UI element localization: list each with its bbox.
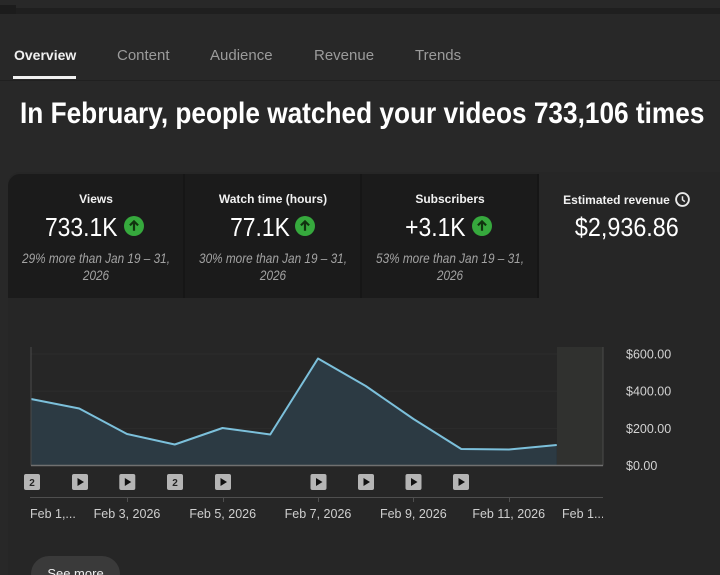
svg-text:2: 2 bbox=[172, 478, 178, 489]
svg-text:2: 2 bbox=[29, 478, 35, 489]
svg-text:$400.00: $400.00 bbox=[626, 385, 671, 399]
svg-text:$600.00: $600.00 bbox=[626, 348, 671, 362]
svg-text:$0.00: $0.00 bbox=[626, 459, 657, 473]
svg-text:$200.00: $200.00 bbox=[626, 422, 671, 436]
